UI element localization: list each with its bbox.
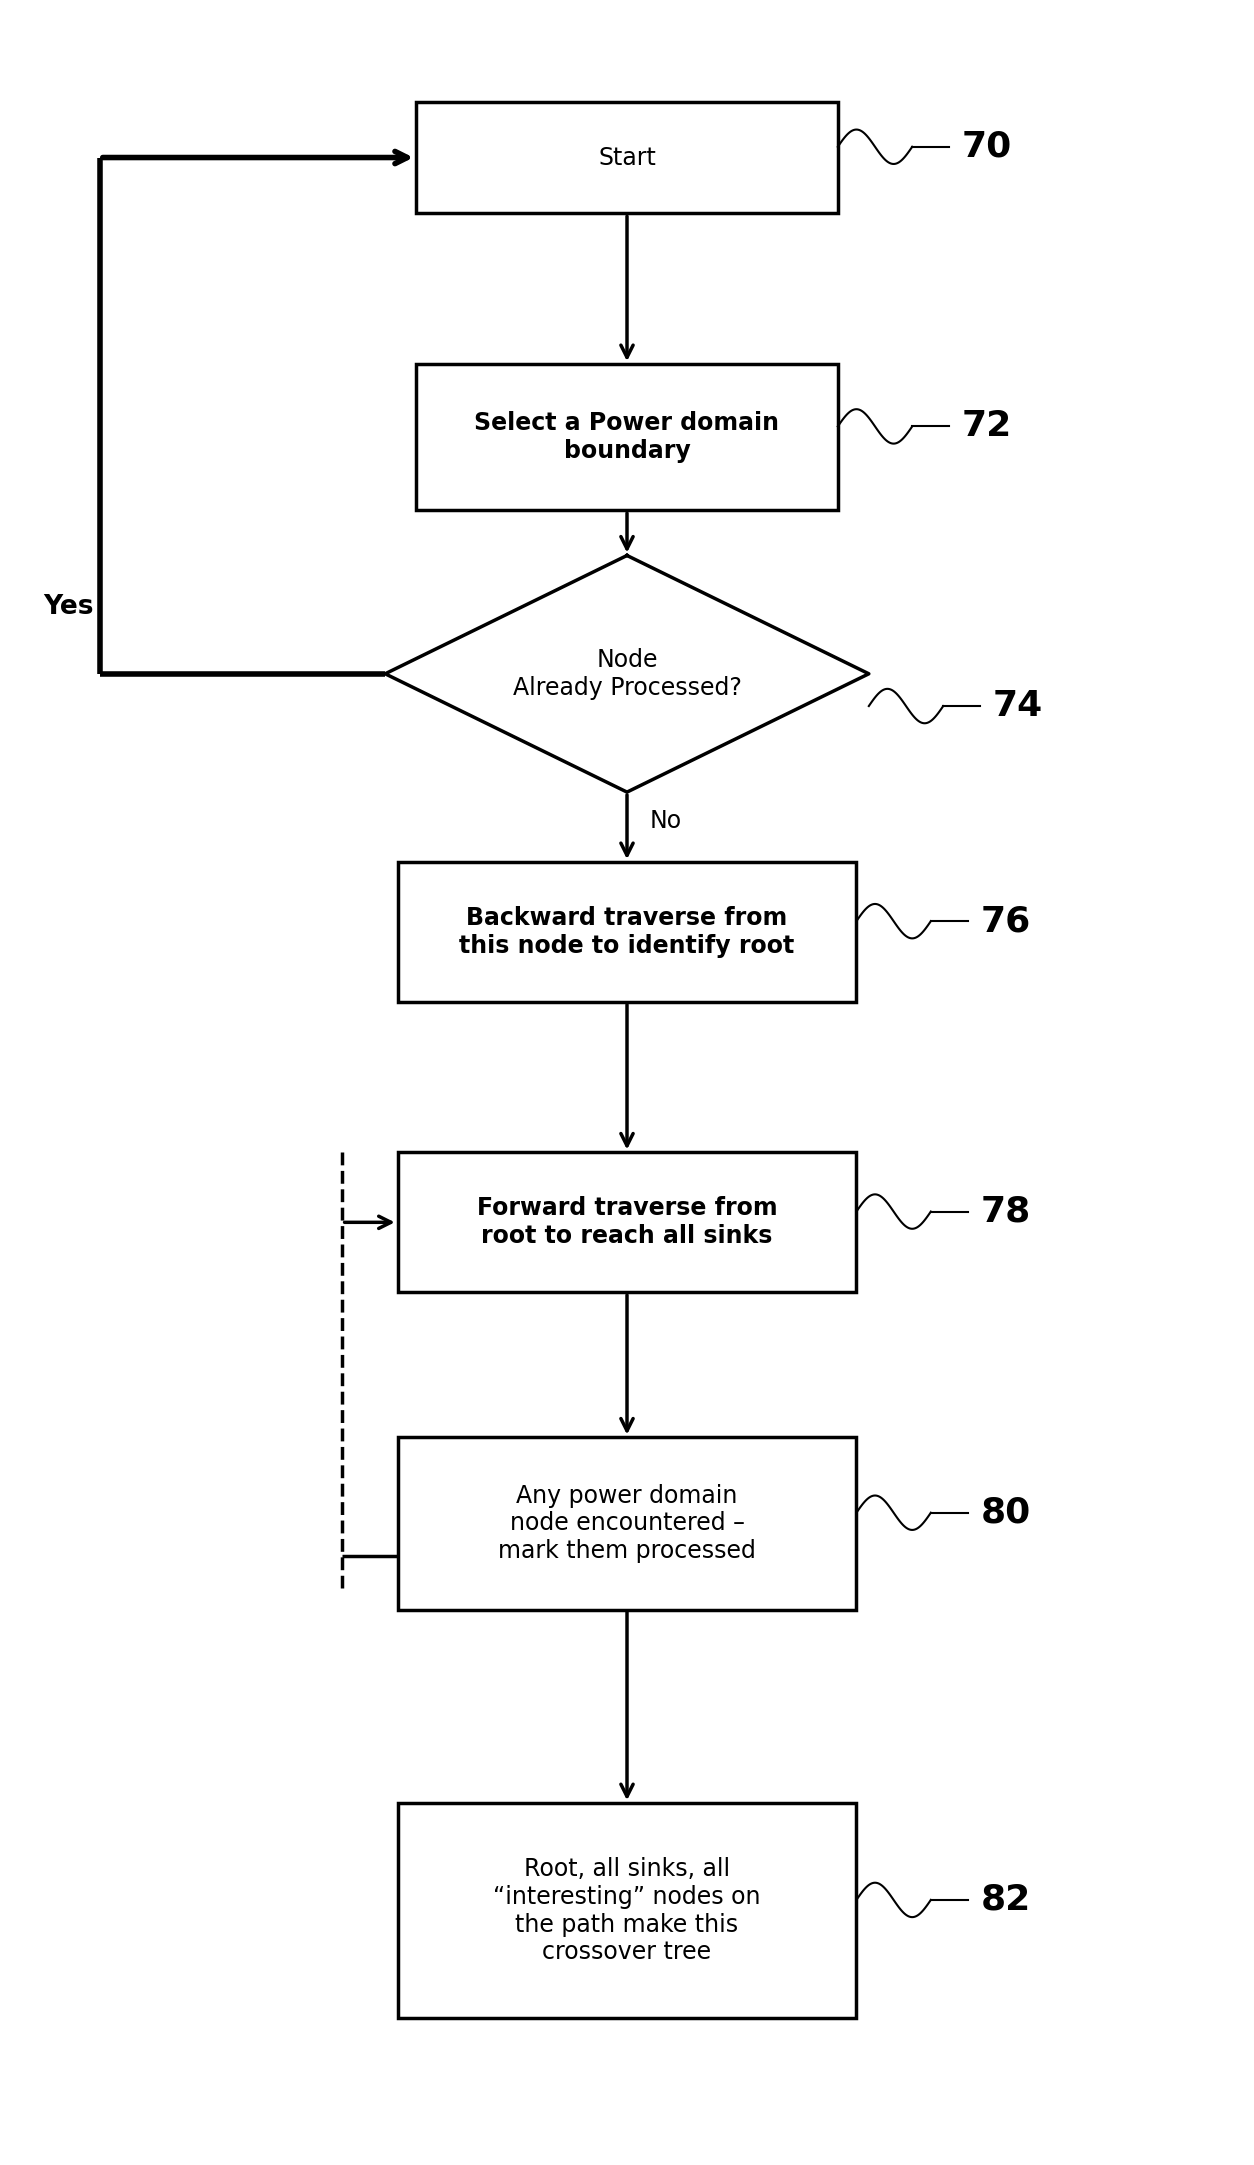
Text: Forward traverse from
root to reach all sinks: Forward traverse from root to reach all … [477, 1197, 777, 1249]
Bar [416, 364, 838, 511]
Text: 82: 82 [981, 1884, 1031, 1916]
Text: 72: 72 [962, 409, 1012, 444]
Text: Yes: Yes [43, 593, 94, 619]
Bar [398, 1438, 856, 1609]
Bar [398, 1152, 856, 1293]
Bar [398, 1803, 856, 2018]
Text: Backward traverse from
this node to identify root: Backward traverse from this node to iden… [459, 905, 795, 957]
Text: 80: 80 [981, 1496, 1031, 1531]
Text: Root, all sinks, all
“interesting” nodes on
the path make this
crossover tree: Root, all sinks, all “interesting” nodes… [493, 1858, 761, 1964]
Text: Any power domain
node encountered –
mark them processed: Any power domain node encountered – mark… [498, 1483, 756, 1563]
Text: Select a Power domain
boundary: Select a Power domain boundary [474, 411, 780, 463]
Text: 78: 78 [981, 1195, 1031, 1228]
Text: 70: 70 [962, 130, 1012, 165]
Bar [398, 862, 856, 1002]
Text: No: No [650, 810, 681, 834]
Bar [416, 102, 838, 214]
Text: Start: Start [598, 145, 656, 169]
Text: 74: 74 [993, 688, 1043, 723]
Text: Node
Already Processed?: Node Already Processed? [513, 647, 741, 699]
Text: 76: 76 [981, 905, 1031, 937]
